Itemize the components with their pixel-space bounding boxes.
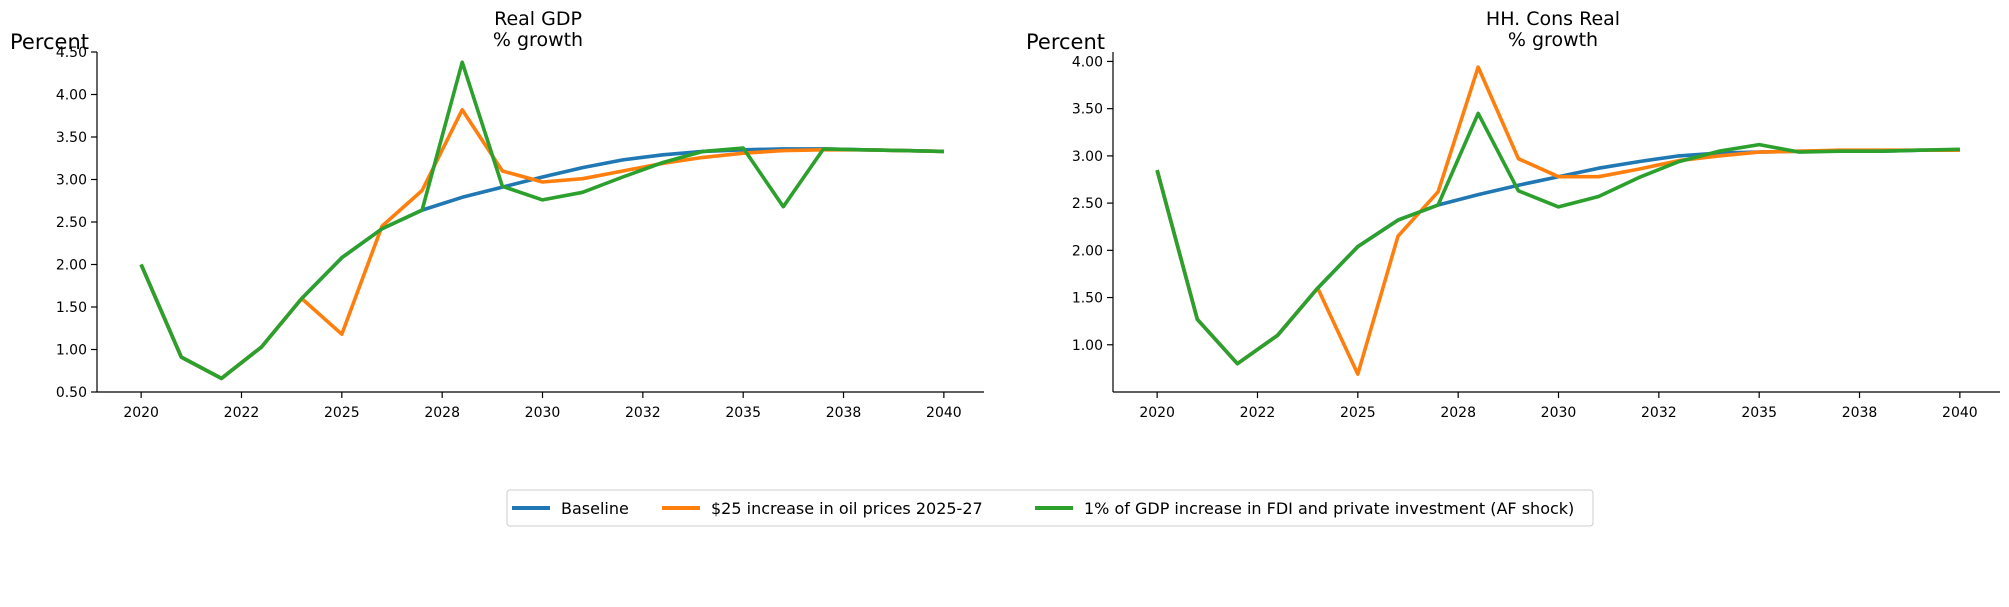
y-tick-label: 1.50: [56, 300, 87, 316]
y-tick-label: 2.50: [1072, 196, 1103, 212]
y-tick-label: 4.50: [56, 45, 87, 61]
x-tick-label: 2032: [1641, 405, 1677, 421]
y-tick-label: 3.50: [56, 130, 87, 146]
series-line-3: [1155, 111, 1960, 366]
y-tick-label: 1.00: [1072, 338, 1103, 354]
legend-label: 1% of GDP increase in FDI and private in…: [1084, 499, 1574, 518]
y-axis-label: Percent: [1026, 30, 1105, 54]
chart-panel-1: Real GDP% growth Percent 0.50 1.00 1.50 2.00 2…: [10, 8, 984, 421]
legend: Baseline $25 increase in oil prices 2025-…: [506, 489, 1594, 527]
y-tick-label: 2.50: [56, 215, 87, 231]
series-line-1: [1155, 148, 1960, 366]
x-tick-label: 2030: [525, 405, 561, 421]
x-tick-label: 2035: [1741, 405, 1777, 421]
chart-subtitle: % growth: [1508, 29, 1598, 51]
y-tick-label: 4.00: [56, 88, 87, 104]
x-tick-label: 2028: [1440, 405, 1476, 421]
y-tick-label: 4.00: [1072, 54, 1103, 70]
x-tick-label: 2030: [1541, 405, 1577, 421]
y-tick-label: 1.50: [1072, 291, 1103, 307]
x-tick-label: 2038: [826, 405, 862, 421]
x-tick-label: 2040: [1942, 405, 1978, 421]
chart-subtitle: % growth: [493, 29, 583, 51]
y-axis-label: Percent: [10, 30, 89, 54]
x-tick-label: 2022: [224, 405, 260, 421]
chart-title: HH. Cons Real: [1486, 8, 1620, 30]
x-tick-label: 2040: [926, 405, 962, 421]
y-tick-label: 0.50: [56, 385, 87, 401]
x-tick-label: 2020: [123, 405, 159, 421]
y-tick-label: 3.00: [56, 173, 87, 189]
x-tick-label: 2038: [1842, 405, 1878, 421]
series-line-3: [139, 60, 944, 381]
x-tick-label: 2025: [324, 405, 360, 421]
y-tick-label: 1.00: [56, 343, 87, 359]
legend-label: $25 increase in oil prices 2025-27: [711, 499, 983, 518]
x-tick-label: 2025: [1340, 405, 1376, 421]
y-tick-label: 2.00: [1072, 243, 1103, 259]
x-tick-label: 2020: [1139, 405, 1175, 421]
x-tick-label: 2028: [424, 405, 460, 421]
y-tick-label: 3.50: [1072, 102, 1103, 118]
x-tick-label: 2022: [1240, 405, 1276, 421]
legend-label: Baseline: [561, 499, 629, 518]
y-tick-label: 2.00: [56, 258, 87, 274]
chart-title: Real GDP: [494, 8, 582, 30]
y-tick-label: 3.00: [1072, 149, 1103, 165]
x-tick-label: 2035: [725, 405, 761, 421]
x-tick-label: 2032: [625, 405, 661, 421]
chart-panel-2: HH. Cons Real% growth Percent 1.00 1.50 2.00…: [1026, 8, 2000, 421]
series-line-2: [1155, 65, 1960, 376]
